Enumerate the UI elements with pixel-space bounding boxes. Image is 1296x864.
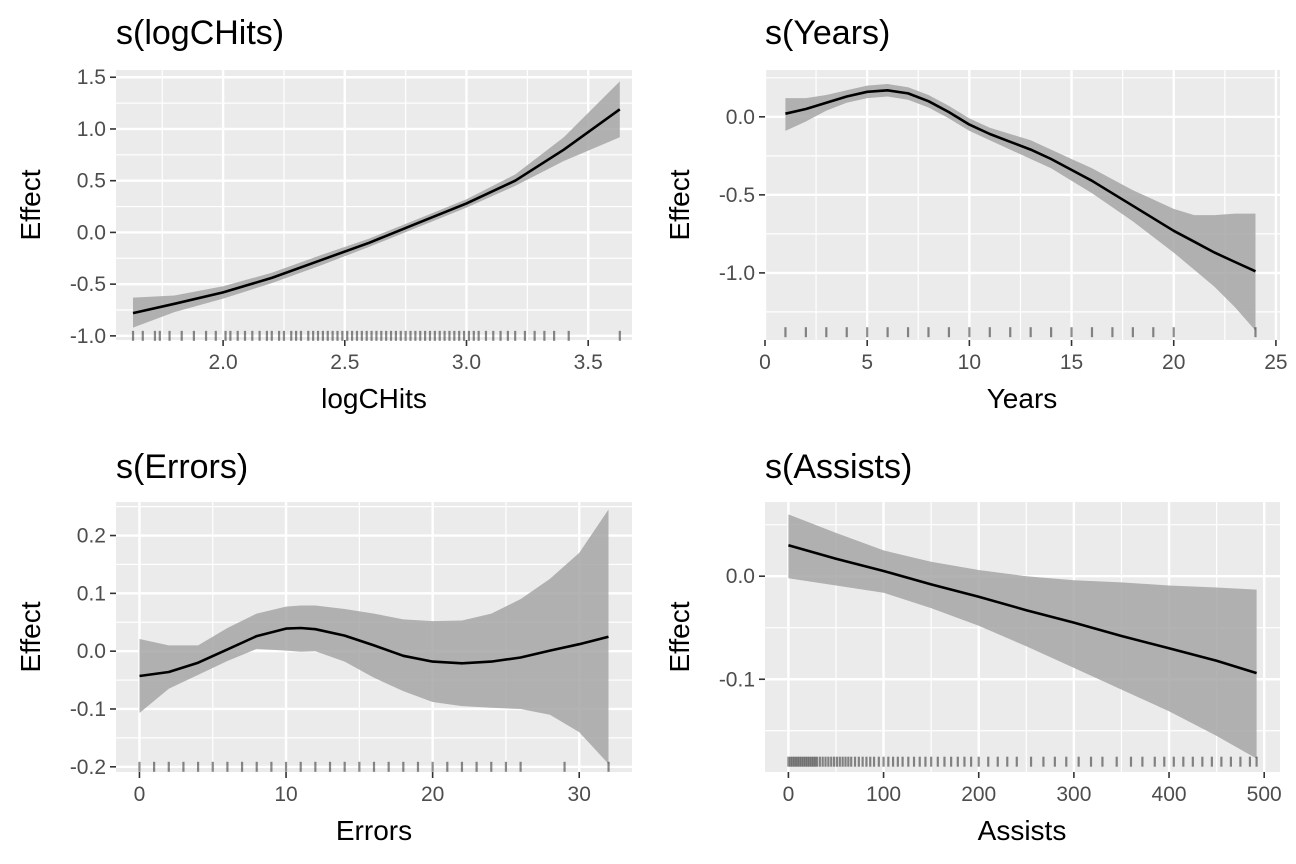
tick-layer: 2.0 2.5 3.0 3.5 -1.0 -0.5 0.0 0.5 1.0 1.5 — [70, 66, 603, 374]
rug-layer — [787, 756, 1258, 767]
x-tick-label: 0 — [759, 351, 771, 374]
panel-title: s(logCHits) — [116, 14, 284, 52]
x-tick-label: 10 — [958, 351, 981, 374]
x-axis-title: Years — [987, 383, 1058, 414]
x-tick-label: 25 — [1264, 351, 1287, 374]
y-tick-label: 0.2 — [77, 525, 106, 548]
x-tick-label: 0 — [134, 783, 146, 806]
y-axis-title: Effect — [664, 601, 695, 672]
y-tick-label: 0.0 — [77, 640, 106, 663]
tick-layer: 0 10 20 30 -0.2 -0.1 0.0 0.1 0.2 — [70, 525, 591, 806]
y-tick-label: 1.0 — [77, 118, 106, 141]
y-tick-label: -0.5 — [719, 184, 755, 207]
y-tick-label: 0.5 — [77, 170, 106, 193]
tick-layer: 0 5 10 15 20 25 -1.0 -0.5 0.0 — [719, 106, 1288, 374]
confidence-band — [785, 84, 1256, 331]
chart-panel-assists: s(Assists) 0 100 200 300 400 500 -0.1 0.0 Assis… — [664, 448, 1282, 846]
y-tick-label: 0.1 — [77, 582, 106, 605]
x-tick-label: 500 — [1247, 783, 1282, 806]
estimate-line — [132, 108, 621, 315]
x-tick-label: 20 — [421, 783, 444, 806]
x-tick-label: 300 — [1056, 783, 1091, 806]
x-tick-label: 2.0 — [208, 351, 237, 374]
y-tick-label: 0.0 — [77, 221, 106, 244]
x-tick-label: 30 — [568, 783, 591, 806]
panel-title: s(Errors) — [116, 448, 248, 486]
grid-layer — [116, 70, 632, 340]
estimate-line — [139, 626, 609, 678]
x-axis-title: Assists — [978, 815, 1067, 846]
y-tick-label: 0.0 — [726, 106, 755, 129]
band-layer — [788, 514, 1257, 759]
panel-title: s(Years) — [765, 14, 890, 52]
y-tick-label: -0.1 — [719, 668, 755, 691]
panel-title: s(Assists) — [765, 448, 912, 486]
x-tick-label: 15 — [1060, 351, 1083, 374]
x-tick-label: 3.0 — [452, 351, 481, 374]
y-tick-label: -1.0 — [719, 262, 755, 285]
x-tick-label: 2.5 — [330, 351, 359, 374]
band-layer — [785, 84, 1256, 331]
y-axis-title: Effect — [15, 601, 46, 672]
y-axis-title: Effect — [664, 169, 695, 240]
chart-panel-errors: s(Errors) 0 10 20 30 -0.2 -0.1 0.0 0.1 0.2 Error… — [15, 448, 632, 846]
confidence-band — [139, 509, 609, 764]
x-axis-title: logCHits — [321, 383, 427, 414]
rug-layer — [138, 761, 610, 772]
line-layer — [788, 544, 1257, 675]
line-layer — [132, 108, 621, 315]
x-tick-label: 100 — [866, 783, 901, 806]
x-tick-label: 400 — [1152, 783, 1187, 806]
rug-layer — [131, 330, 621, 341]
estimate-line — [788, 544, 1257, 675]
confidence-band — [788, 514, 1257, 759]
y-tick-label: -0.5 — [70, 273, 106, 296]
x-tick-label: 3.5 — [574, 351, 603, 374]
tick-layer: 0 100 200 300 400 500 -0.1 0.0 — [719, 565, 1282, 806]
y-tick-label: 1.5 — [77, 66, 106, 89]
line-layer — [785, 89, 1257, 273]
x-tick-label: 0 — [783, 783, 795, 806]
y-tick-label: 0.0 — [726, 565, 755, 588]
x-tick-label: 10 — [274, 783, 297, 806]
chart-panel-logchits: s(logCHits) 2.0 2.5 3.0 3.5 -1.0 -0.5 0.0 0.5 1.… — [15, 14, 632, 414]
estimate-line — [785, 89, 1257, 273]
rug-layer — [784, 327, 1257, 338]
x-tick-label: 5 — [861, 351, 873, 374]
y-axis-title: Effect — [15, 169, 46, 240]
plot-background — [765, 70, 1280, 340]
chart-panel-years: s(Years) 0 5 10 15 20 25 -1.0 -0.5 0.0 Years Eff… — [664, 14, 1288, 414]
y-tick-label: -0.1 — [70, 698, 106, 721]
line-layer — [139, 626, 609, 678]
x-tick-label: 200 — [961, 783, 996, 806]
x-tick-label: 20 — [1162, 351, 1185, 374]
y-tick-label: -0.2 — [70, 756, 106, 779]
band-layer — [139, 509, 609, 764]
x-axis-title: Errors — [336, 815, 412, 846]
y-tick-label: -1.0 — [70, 325, 106, 348]
